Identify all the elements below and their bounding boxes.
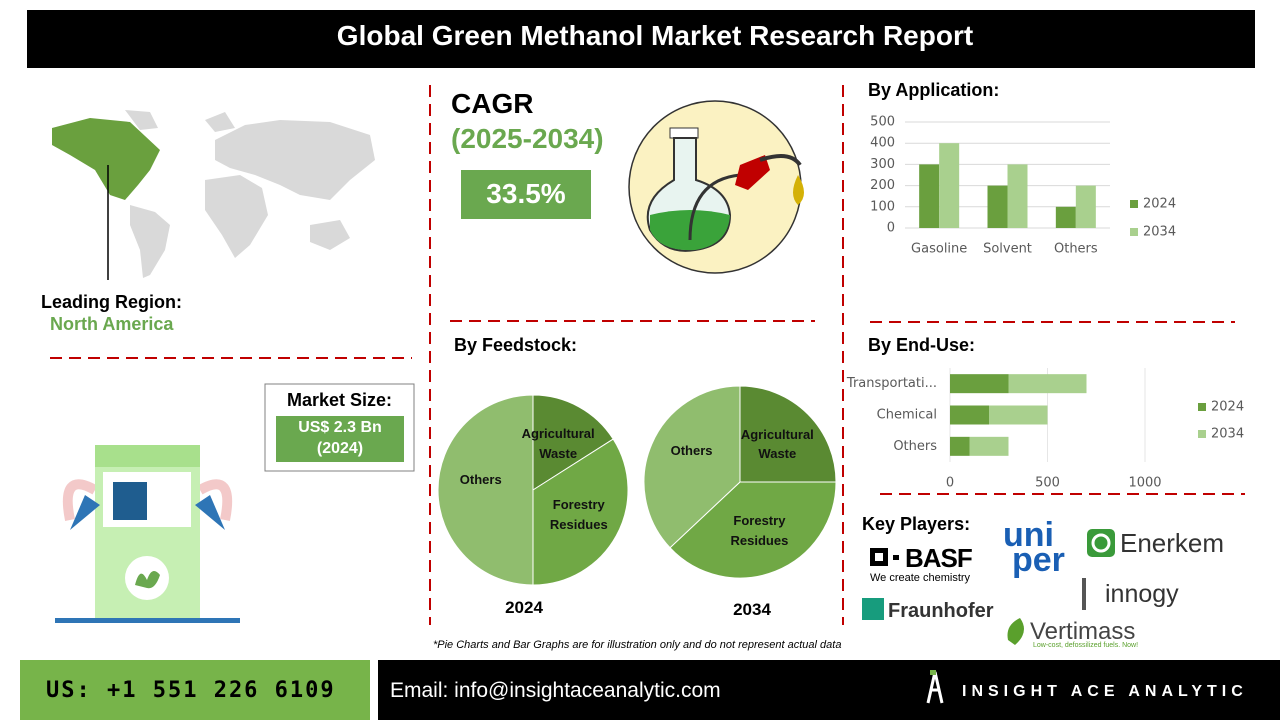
header-bar bbox=[27, 10, 1255, 68]
x-tick-label: Gasoline bbox=[911, 242, 967, 257]
y-tick-label: 300 bbox=[870, 157, 895, 172]
logo-uniper: per bbox=[1012, 541, 1065, 579]
world-map bbox=[52, 110, 375, 278]
x-tick-label: 1000 bbox=[1128, 476, 1161, 491]
legend-label: 2024 bbox=[1143, 197, 1176, 212]
bar bbox=[1075, 185, 1096, 228]
x-tick-label: 500 bbox=[1035, 476, 1060, 491]
legend-label: 2034 bbox=[1143, 225, 1176, 240]
pie-slice bbox=[669, 481, 837, 579]
pie-slice bbox=[643, 385, 741, 549]
footer-email-bar bbox=[378, 660, 1280, 720]
pie-label: Forestry Residues bbox=[730, 513, 789, 548]
footer-phone-bar bbox=[20, 660, 370, 720]
logo-basf: BASF bbox=[905, 543, 973, 573]
legend-swatch bbox=[1130, 200, 1138, 208]
legend-label: 2034 bbox=[1211, 427, 1244, 442]
y-tick-label: 200 bbox=[870, 178, 895, 193]
pie-title: 2034 bbox=[733, 600, 771, 619]
pie-slice bbox=[532, 394, 614, 491]
x-tick-label: Others bbox=[1054, 242, 1098, 257]
logo-shapes bbox=[862, 529, 1115, 645]
bar-segment bbox=[950, 436, 970, 456]
region-name: North America bbox=[50, 314, 174, 334]
legend-swatch bbox=[1198, 430, 1206, 438]
y-tick-label: Chemical bbox=[877, 408, 937, 423]
region-label: Leading Region: bbox=[41, 292, 182, 312]
x-tick-label: 0 bbox=[946, 476, 954, 491]
pie-label: Forestry Residues bbox=[549, 497, 608, 532]
logo-innogy: innogy bbox=[1105, 580, 1179, 608]
bar bbox=[1055, 206, 1076, 228]
cagr-label: CAGR bbox=[451, 88, 534, 119]
pie-title: 2024 bbox=[505, 598, 543, 617]
logo-uniper: uni bbox=[1003, 516, 1054, 554]
bar-segment bbox=[950, 374, 1009, 394]
bar-segment bbox=[989, 405, 1048, 425]
chart-title: By End-Use: bbox=[868, 335, 976, 355]
footnote: *Pie Charts and Bar Graphs are for illus… bbox=[433, 639, 842, 651]
bar bbox=[1007, 164, 1028, 228]
logo-basf-tagline: We create chemistry bbox=[870, 572, 971, 584]
x-tick-label: Solvent bbox=[983, 242, 1032, 257]
bar-segment bbox=[969, 436, 1009, 456]
flask-icon bbox=[628, 100, 804, 274]
legend-label: 2024 bbox=[1211, 400, 1244, 415]
fuel-pump-icon bbox=[55, 445, 240, 623]
logo-fraunhofer: Fraunhofer bbox=[888, 600, 994, 622]
bar bbox=[939, 143, 960, 228]
y-tick-label: 400 bbox=[870, 136, 895, 151]
y-tick-label: 100 bbox=[870, 199, 895, 214]
market-size-label: Market Size: bbox=[286, 390, 393, 410]
logo-enerkem: Enerkem bbox=[1120, 528, 1225, 558]
bar-segment bbox=[1008, 374, 1087, 394]
pie-label: Others bbox=[670, 443, 713, 459]
chart-title: By Application: bbox=[868, 80, 1000, 100]
market-size-value-box bbox=[276, 416, 404, 462]
pie-label: Agricultural Waste bbox=[740, 426, 814, 462]
cagr-value-box bbox=[461, 170, 591, 219]
cagr-value: 33.5% bbox=[486, 178, 566, 209]
market-size-year: (2024) bbox=[316, 440, 364, 457]
pie-slice bbox=[437, 394, 534, 586]
pie-slice bbox=[739, 385, 837, 483]
brand-icon bbox=[930, 670, 936, 675]
legend-swatch bbox=[1130, 228, 1138, 236]
section-title: By Feedstock: bbox=[454, 335, 578, 355]
bar bbox=[987, 185, 1008, 228]
cagr-period: (2025-2034) bbox=[451, 123, 604, 154]
y-tick-label: 0 bbox=[887, 221, 895, 236]
key-players-label: Key Players: bbox=[862, 514, 971, 534]
logo-vertimass-tagline: Low-cost, defossilized fuels. Now! bbox=[1033, 642, 1139, 649]
market-size-value: US$ 2.3 Bn bbox=[298, 419, 382, 436]
pie-label: Agricultural Waste bbox=[521, 426, 595, 461]
y-tick-label: Others bbox=[893, 439, 937, 454]
legend-swatch bbox=[1198, 403, 1206, 411]
logo-vertimass: Vertimass bbox=[1030, 618, 1136, 645]
bar-segment bbox=[950, 405, 989, 425]
footer-brand: INSIGHT ACE ANALYTIC bbox=[962, 683, 1248, 700]
page-title: Global Green Methanol Market Research Re… bbox=[336, 20, 974, 51]
pie-label: Others bbox=[459, 472, 502, 487]
footer-email: Email: info@insightaceanalytic.com bbox=[390, 679, 721, 702]
bar bbox=[919, 164, 940, 228]
footer-phone: US: +1 551 226 6109 bbox=[46, 678, 336, 703]
y-tick-label: 500 bbox=[870, 115, 895, 130]
y-tick-label: Transportati... bbox=[846, 376, 937, 391]
pie-slice bbox=[532, 438, 629, 586]
